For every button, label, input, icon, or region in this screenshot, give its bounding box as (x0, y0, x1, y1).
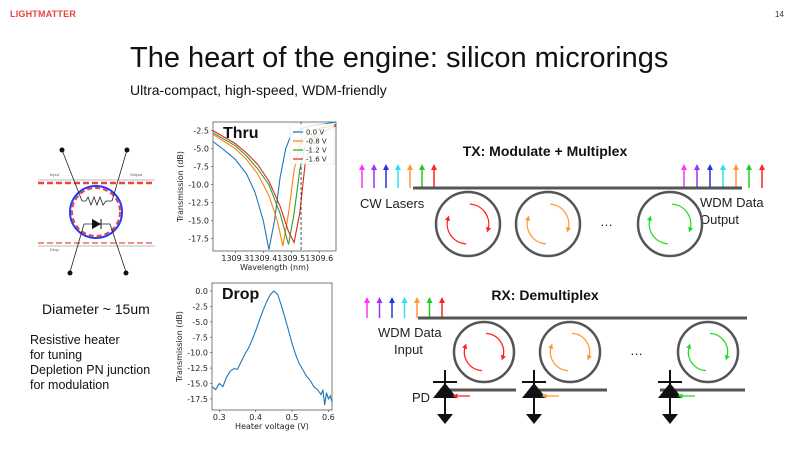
plot-area (211, 282, 333, 411)
slide-title: The heart of the engine: silicon microri… (130, 42, 669, 74)
x-tick-label: 1309.5 (277, 254, 305, 263)
y-tick-label: -7.5 (192, 333, 208, 342)
microring (636, 190, 704, 258)
slide-subtitle: Ultra-compact, high-speed, WDM-friendly (130, 82, 387, 98)
x-axis-label: Heater voltage (V) (235, 422, 309, 431)
wdm-output-label: WDM Data (700, 195, 764, 210)
photodiode-icon (658, 370, 695, 424)
circulation-arrow-icon (571, 332, 592, 361)
y-tick-label: -7.5 (193, 163, 209, 172)
ring-blue (69, 185, 123, 239)
thru-chart: 1309.3 1309.4 1309.5 1309.6 -2.5 -5.0 -7.5 -10.… (176, 121, 337, 272)
rx-diagram: RX: Demultiplex WDM Data Input … PD (364, 287, 747, 424)
circulation-arrow-icon (686, 343, 707, 372)
microring (538, 320, 602, 384)
y-tick-label: -2.5 (192, 302, 208, 311)
circulation-arrow-icon (444, 215, 467, 245)
circulation-arrow-icon (524, 215, 547, 245)
cw-lasers-label: CW Lasers (360, 196, 425, 211)
y-axis-label: Transmission (dB) (175, 311, 184, 383)
circulation-arrow-icon (485, 332, 506, 361)
circulation-arrow-icon (709, 332, 730, 361)
x-tick-label: 1309.6 (305, 254, 333, 263)
resistor-icon (82, 195, 112, 207)
legend-entry: 0.0 V (306, 129, 324, 137)
microring-schematic: Input Output Drop (38, 147, 155, 276)
y-tick-label: -15.0 (187, 379, 208, 388)
note-line: for tuning (30, 348, 83, 362)
y-tick-label: -12.5 (188, 199, 209, 208)
legend-entry: -0.8 V (306, 138, 327, 146)
x-tick-label: 0.6 (322, 413, 335, 422)
legend-entry: -1.6 V (306, 156, 327, 164)
wdm-output-label: Output (700, 212, 739, 227)
photodiode-icon (433, 370, 470, 424)
x-tick-label: 0.3 (213, 413, 226, 422)
wdm-input-label: Input (394, 342, 423, 357)
circulation-arrow-icon (548, 343, 569, 372)
brand-logo: LIGHTMATTER (10, 9, 77, 19)
drop-chart: 0.3 0.4 0.5 0.6 0.0 -2.5 -5.0 -7.5 -10.0 -12.5 -15… (175, 282, 335, 431)
x-tick-label: 0.5 (286, 413, 299, 422)
x-tick-label: 1309.3 (221, 254, 249, 263)
y-tick-label: 0.0 (195, 287, 208, 296)
note-line: Resistive heater (30, 333, 120, 347)
x-tick-label: 1309.4 (249, 254, 277, 263)
legend: 0.0 V-0.8 V-1.2 V-1.6 V (289, 123, 335, 165)
note-line: Depletion PN junction (30, 363, 151, 377)
y-tick-label: -5.0 (192, 318, 208, 327)
rx-input-arrows (364, 297, 445, 318)
page-number: 14 (775, 10, 784, 19)
circulation-arrow-icon (646, 215, 669, 245)
circulation-arrow-icon (671, 203, 694, 233)
legend-entry: -1.2 V (306, 147, 327, 155)
output-label: Output (130, 172, 143, 177)
photodiode-icon (522, 370, 559, 424)
tx-title: TX: Modulate + Multiplex (463, 143, 628, 159)
series-line (211, 290, 333, 406)
microring (514, 190, 582, 258)
y-tick-label: -2.5 (193, 127, 209, 136)
y-axis-label: Transmission (dB) (176, 151, 185, 223)
tx-diagram: TX: Modulate + Multiplex CW Lasers WDM D… (359, 143, 765, 258)
x-axis-label: Wavelength (nm) (240, 263, 309, 272)
microring (676, 320, 740, 384)
y-tick-label: -17.5 (188, 235, 209, 244)
chart-title: Thru (223, 125, 259, 142)
circulation-arrow-icon (469, 203, 492, 233)
drop-label: Drop (50, 247, 59, 252)
input-label: Input (50, 172, 60, 177)
tx-laser-arrows (359, 164, 437, 188)
y-tick-label: -5.0 (193, 145, 209, 154)
circulation-arrow-icon (549, 203, 572, 233)
ring-red (71, 187, 121, 237)
microring (434, 190, 502, 258)
pd-label: PD (412, 390, 430, 405)
note-line: for modulation (30, 378, 110, 392)
ellipsis: … (630, 343, 643, 358)
x-tick-label: 0.4 (249, 413, 262, 422)
circulation-arrow-icon (462, 343, 483, 372)
tx-output-arrows (681, 164, 765, 188)
ellipsis: … (600, 214, 613, 229)
rx-title: RX: Demultiplex (491, 287, 599, 303)
y-tick-label: -10.0 (188, 181, 209, 190)
y-tick-label: -12.5 (187, 364, 208, 373)
chart-title: Drop (222, 286, 260, 303)
y-tick-label: -10.0 (187, 349, 208, 358)
diode-icon (92, 219, 101, 229)
wdm-input-label: WDM Data (378, 325, 442, 340)
y-tick-label: -15.0 (188, 217, 209, 226)
y-tick-label: -17.5 (187, 395, 208, 404)
microring (452, 320, 516, 384)
diameter-text: Diameter ~ 15um (42, 301, 150, 317)
